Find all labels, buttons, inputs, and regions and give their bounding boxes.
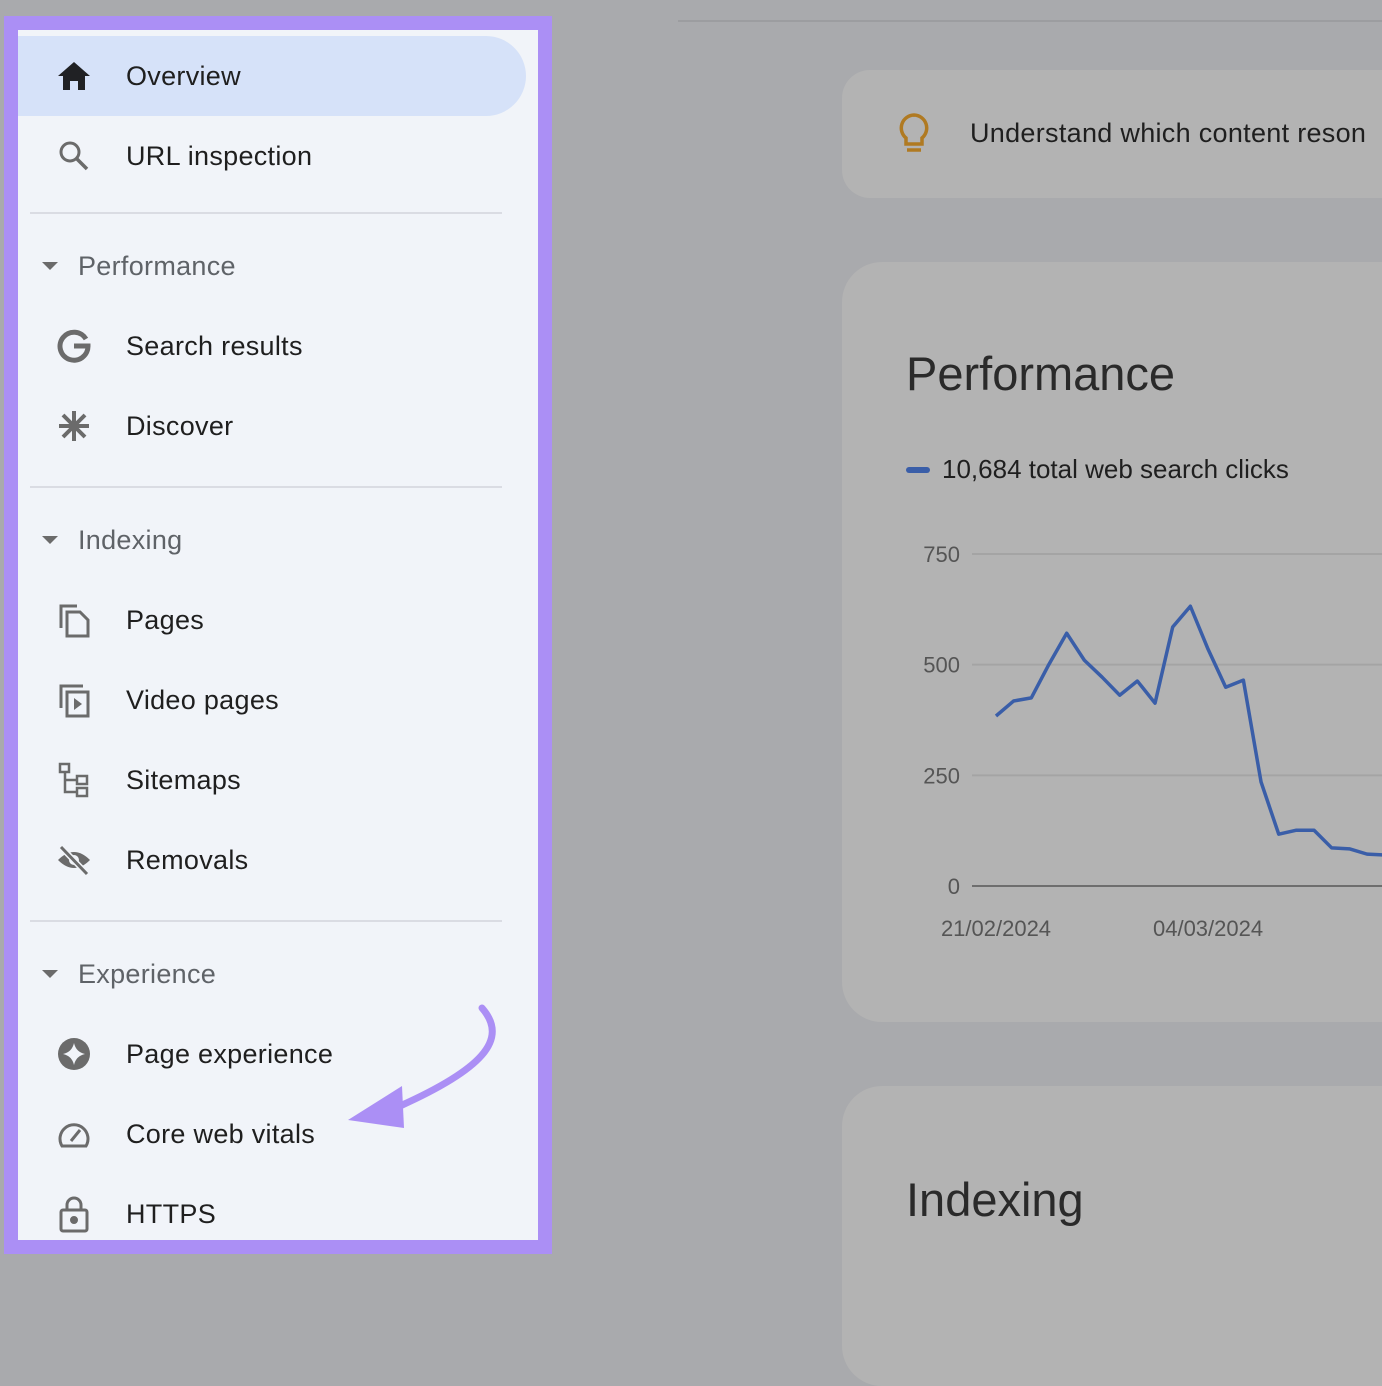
y-tick-label: 250 <box>923 763 960 788</box>
caret-down-icon <box>42 262 58 270</box>
y-tick-label: 500 <box>923 653 960 678</box>
sidebar-item-discover[interactable]: Discover <box>18 386 526 466</box>
sidebar-item-search-results[interactable]: Search results <box>18 306 526 386</box>
sidebar-item-label: Core web vitals <box>126 1119 315 1150</box>
annotation-arrow-icon <box>340 1000 510 1140</box>
section-title: Performance <box>78 251 236 282</box>
sidebar-item-label: Sitemaps <box>126 765 241 796</box>
google-g-icon <box>56 328 92 364</box>
section-title: Indexing <box>78 525 182 556</box>
gauge-icon <box>56 1116 92 1152</box>
top-divider <box>678 20 1382 22</box>
sidebar-item-video-pages[interactable]: Video pages <box>18 660 526 740</box>
series-line <box>996 606 1382 855</box>
sidebar-item-label: Pages <box>126 605 204 636</box>
sidebar-divider <box>30 212 502 214</box>
search-icon <box>56 138 92 174</box>
sidebar-section-indexing[interactable]: Indexing <box>18 510 526 570</box>
x-tick-label: 04/03/2024 <box>1153 916 1263 941</box>
sidebar-item-label: Overview <box>126 61 241 92</box>
sidebar-item-label: URL inspection <box>126 141 312 172</box>
sitemap-icon <box>56 762 92 798</box>
sidebar-section-experience[interactable]: Experience <box>18 944 526 1004</box>
video-pages-icon <box>56 682 92 718</box>
sidebar-item-label: Removals <box>126 845 248 876</box>
sidebar-item-url-inspection[interactable]: URL inspection <box>18 116 526 196</box>
asterisk-icon <box>56 408 92 444</box>
indexing-title: Indexing <box>906 1172 1084 1227</box>
sidebar-item-label: HTTPS <box>126 1199 216 1230</box>
sidebar-item-label: Video pages <box>126 685 279 716</box>
lock-icon <box>56 1196 92 1232</box>
sidebar-item-removals[interactable]: Removals <box>18 820 526 900</box>
eye-off-icon <box>56 842 92 878</box>
caret-down-icon <box>42 536 58 544</box>
y-tick-label: 750 <box>923 542 960 567</box>
sparkle-badge-icon <box>56 1036 92 1072</box>
sidebar-item-label: Discover <box>126 411 233 442</box>
y-tick-label: 0 <box>948 874 960 899</box>
performance-card: Performance 10,684 total web search clic… <box>842 262 1382 1022</box>
sidebar-item-sitemaps[interactable]: Sitemaps <box>18 740 526 820</box>
caret-down-icon <box>42 970 58 978</box>
pages-icon <box>56 602 92 638</box>
sidebar-item-label: Search results <box>126 331 303 362</box>
sidebar-item-label: Page experience <box>126 1039 333 1070</box>
lightbulb-icon <box>896 112 932 156</box>
indexing-card: Indexing <box>842 1086 1382 1386</box>
sidebar-divider <box>30 486 502 488</box>
sidebar-divider <box>30 920 502 922</box>
x-tick-label: 21/02/2024 <box>941 916 1051 941</box>
sidebar-item-overview[interactable]: Overview <box>18 36 526 116</box>
sidebar-item-pages[interactable]: Pages <box>18 580 526 660</box>
section-title: Experience <box>78 959 216 990</box>
tip-text: Understand which content reson <box>970 118 1366 149</box>
tip-banner[interactable]: Understand which content reson <box>842 70 1382 198</box>
sidebar-section-performance[interactable]: Performance <box>18 236 526 296</box>
home-icon <box>56 58 92 94</box>
sidebar-item-https[interactable]: HTTPS <box>18 1174 526 1240</box>
